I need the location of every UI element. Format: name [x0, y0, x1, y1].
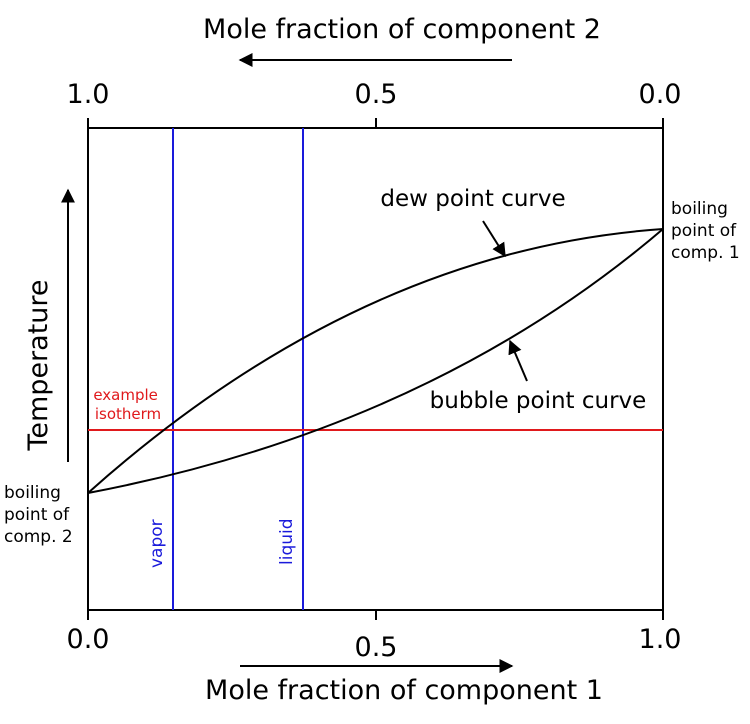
bubble-point-curve: [87, 228, 664, 494]
top-tick-label: 1.0: [67, 79, 110, 110]
bottom-tick-label: 0.5: [355, 632, 398, 663]
vapor-label: vapor: [147, 519, 167, 568]
top-tick-label: 0.5: [355, 79, 398, 110]
bp1-line: point of: [671, 221, 737, 241]
dew-point-curve-label: dew point curve: [380, 186, 565, 212]
bp2-line: boiling: [4, 483, 61, 503]
top-tick-label: 0.0: [639, 79, 682, 110]
boiling-point-comp1-label: boiling point of comp. 1: [671, 199, 742, 263]
bubble-pointer-arrow: [508, 339, 528, 382]
bp2-line: comp. 2: [4, 527, 73, 547]
liquid-label: liquid: [277, 518, 297, 565]
bottom-axis-title: Mole fraction of component 1: [205, 675, 603, 706]
bp1-line: boiling: [671, 199, 728, 219]
dew-pointer-arrow: [482, 220, 506, 258]
temperature-axis-title: Temperature: [23, 279, 54, 451]
isotherm-label: example isotherm: [93, 386, 162, 423]
dew-point-curve: [87, 228, 664, 494]
boiling-point-comp2-label: boiling point of comp. 2: [4, 483, 75, 547]
bottom-tick-label: 1.0: [639, 624, 682, 655]
bp2-line: point of: [4, 505, 70, 525]
top-axis-title: Mole fraction of component 2: [203, 14, 601, 45]
isotherm-label-line: isotherm: [95, 405, 161, 423]
bubble-point-curve-label: bubble point curve: [430, 388, 647, 414]
plot-frame: [87, 127, 664, 611]
bottom-tick-label: 0.0: [67, 624, 110, 655]
bp1-line: comp. 1: [671, 243, 740, 263]
isotherm-label-line: example: [93, 386, 158, 404]
